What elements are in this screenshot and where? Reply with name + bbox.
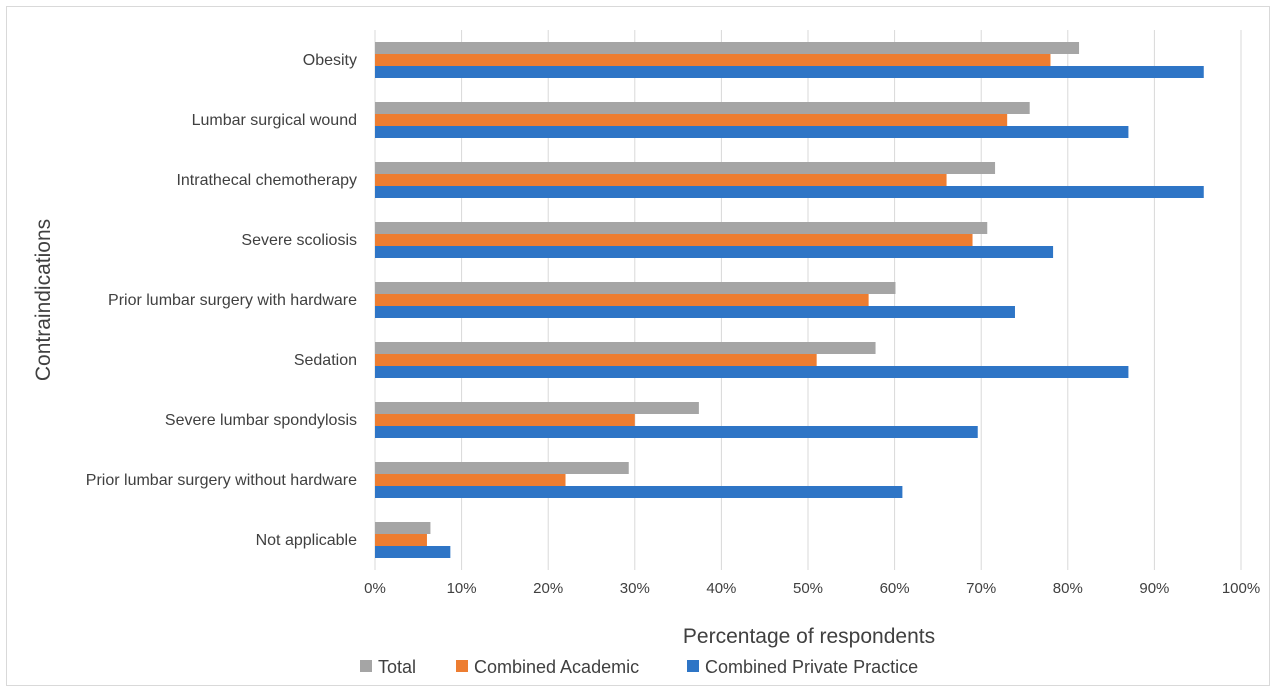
category-label: Severe scoliosis <box>241 232 357 249</box>
bar <box>375 42 1079 54</box>
category-label: Sedation <box>294 352 357 369</box>
x-tick-label: 40% <box>706 580 736 597</box>
bar <box>375 534 427 546</box>
bar <box>375 462 629 474</box>
bar <box>375 426 978 438</box>
x-tick-label: 20% <box>533 580 563 597</box>
legend-label: Combined Academic <box>474 657 639 677</box>
bar <box>375 354 817 366</box>
x-tick-label: 10% <box>447 580 477 597</box>
bar <box>375 474 566 486</box>
category-label: Obesity <box>303 52 357 69</box>
x-tick-label: 90% <box>1139 580 1169 597</box>
bar <box>375 306 1015 318</box>
bar <box>375 294 869 306</box>
x-tick-label: 60% <box>880 580 910 597</box>
bar <box>375 486 902 498</box>
x-tick-label: 50% <box>793 580 823 597</box>
bar <box>375 342 876 354</box>
x-tick-label: 80% <box>1053 580 1083 597</box>
bar <box>375 126 1128 138</box>
legend-swatch <box>456 660 468 672</box>
bar <box>375 402 699 414</box>
x-tick-label: 30% <box>620 580 650 597</box>
category-label: Intrathecal chemotherapy <box>176 172 357 189</box>
category-label: Prior lumbar surgery without hardware <box>86 472 357 489</box>
bar <box>375 174 947 186</box>
category-label: Severe lumbar spondylosis <box>165 412 357 429</box>
category-label: Prior lumbar surgery with hardware <box>108 292 357 309</box>
y-axis-title: Contraindications <box>32 219 55 381</box>
category-labels: Obesity Lumbar surgical wound Intrathecal … <box>86 52 357 549</box>
legend-label: Combined Private Practice <box>705 657 918 677</box>
bar <box>375 234 973 246</box>
bar <box>375 222 987 234</box>
legend-swatch <box>687 660 699 672</box>
bar <box>375 114 1007 126</box>
legend-swatch <box>360 660 372 672</box>
x-axis-title: Percentage of respondents <box>683 625 935 648</box>
x-tick-label: 100% <box>1222 580 1260 597</box>
bar <box>375 366 1128 378</box>
x-tick-label: 70% <box>966 580 996 597</box>
bar <box>375 54 1050 66</box>
legend: Total Combined Academic Combined Private P… <box>360 657 918 677</box>
bar <box>375 102 1030 114</box>
legend-label: Total <box>378 657 416 677</box>
bar <box>375 414 635 426</box>
bars <box>375 42 1204 558</box>
x-tick-label: 0% <box>364 580 386 597</box>
bar <box>375 66 1204 78</box>
category-label: Lumbar surgical wound <box>192 112 357 129</box>
bar <box>375 546 450 558</box>
bar <box>375 522 430 534</box>
bar <box>375 282 895 294</box>
tick-labels: 0% 10% 20% 30% 40% 50% 60% 70% 80% 90% 100% <box>364 580 1260 597</box>
category-label: Not applicable <box>256 532 358 549</box>
bar <box>375 162 995 174</box>
bar <box>375 186 1204 198</box>
bar <box>375 246 1053 258</box>
